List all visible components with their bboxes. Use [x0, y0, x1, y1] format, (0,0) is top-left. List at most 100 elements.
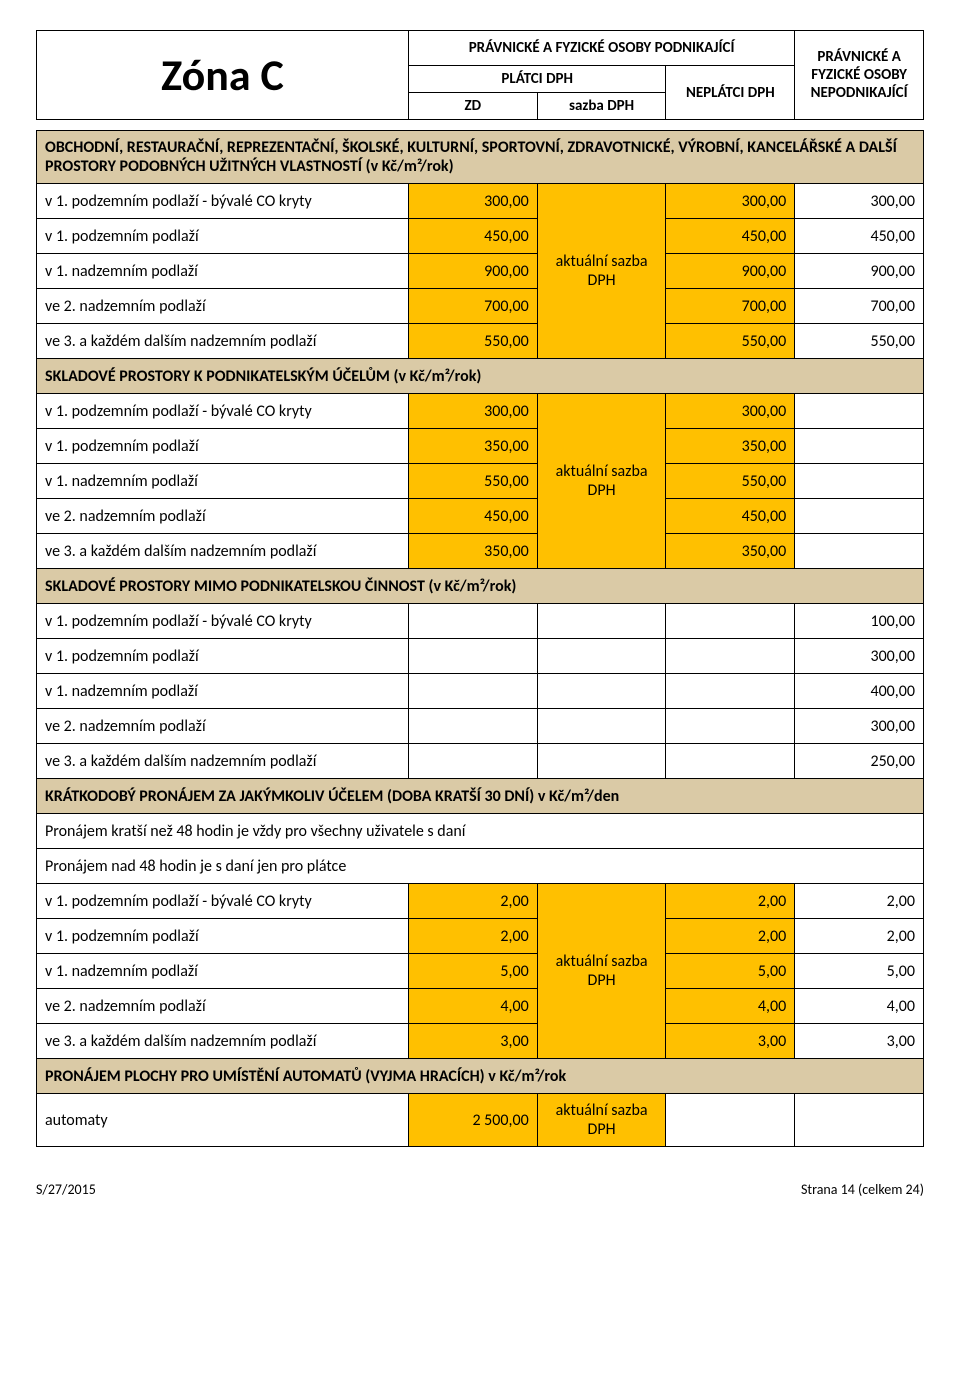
cell-neplatci: 550,00: [666, 464, 795, 499]
table-row: v 1. nadzemním podlaží 400,00: [37, 674, 924, 709]
zone-title: Zóna C: [37, 31, 409, 120]
cell-nepod: 4,00: [795, 989, 924, 1024]
cell-neplatci: 300,00: [666, 394, 795, 429]
cell-zd: 450,00: [408, 499, 537, 534]
table-row: v 1. nadzemním podlaží 900,00 900,00 900…: [37, 254, 924, 289]
section-1: OBCHODNÍ, RESTAURAČNÍ, REPREZENTAČNÍ, ŠK…: [37, 131, 924, 184]
table-row: v 1. nadzemním podlaží 550,00 550,00: [37, 464, 924, 499]
table-row: v 1. podzemním podlaží - bývalé CO kryty…: [37, 184, 924, 219]
cell-zd: 2,00: [408, 919, 537, 954]
cell-zd: 550,00: [408, 324, 537, 359]
cell-neplatci: 350,00: [666, 429, 795, 464]
cell-zd: 5,00: [408, 954, 537, 989]
cell-empty: [537, 639, 666, 674]
cell-empty: [537, 709, 666, 744]
table-row: ve 3. a každém dalším nadzemním podlaží …: [37, 534, 924, 569]
table-row: ve 3. a každém dalším nadzemním podlaží …: [37, 744, 924, 779]
cell-zd: 550,00: [408, 464, 537, 499]
row-label: v 1. nadzemním podlaží: [37, 954, 409, 989]
header-table: Zóna C PRÁVNICKÉ A FYZICKÉ OSOBY PODNIKA…: [36, 30, 924, 120]
hdr-zd: ZD: [408, 93, 537, 120]
row-label: ve 3. a každém dalším nadzemním podlaží: [37, 534, 409, 569]
tax-cell: aktuální sazba DPH: [537, 184, 666, 359]
row-label: v 1. podzemním podlaží: [37, 219, 409, 254]
row-label: v 1. podzemním podlaží: [37, 639, 409, 674]
cell-neplatci: 300,00: [666, 184, 795, 219]
table-row: v 1. nadzemním podlaží 5,00 5,00 5,00: [37, 954, 924, 989]
row-automaty: automaty: [37, 1094, 409, 1147]
tax-cell: aktuální sazba DPH: [537, 884, 666, 1059]
cell-zd: 450,00: [408, 219, 537, 254]
main-table: OBCHODNÍ, RESTAURAČNÍ, REPREZENTAČNÍ, ŠK…: [36, 130, 924, 1147]
cell-nepod: 700,00: [795, 289, 924, 324]
cell-empty: [537, 744, 666, 779]
cell-empty: [795, 1094, 924, 1147]
cell-neplatci: 900,00: [666, 254, 795, 289]
cell-zd: 300,00: [408, 184, 537, 219]
cell-nepod: 300,00: [795, 709, 924, 744]
cell-nepod: 550,00: [795, 324, 924, 359]
cell-nepod: 450,00: [795, 219, 924, 254]
table-row: v 1. podzemním podlaží - bývalé CO kryty…: [37, 604, 924, 639]
row-label: ve 3. a každém dalším nadzemním podlaží: [37, 1024, 409, 1059]
cell-empty: [537, 604, 666, 639]
table-row: ve 2. nadzemním podlaží 300,00: [37, 709, 924, 744]
cell-empty: [666, 744, 795, 779]
cell-nepod: 300,00: [795, 184, 924, 219]
cell-empty: [666, 1094, 795, 1147]
row-label: ve 2. nadzemním podlaží: [37, 709, 409, 744]
table-row: v 1. podzemním podlaží 350,00 350,00: [37, 429, 924, 464]
cell-empty: [795, 394, 924, 429]
cell-zd: 900,00: [408, 254, 537, 289]
cell-empty: [666, 604, 795, 639]
page-footer: S/27/2015 Strana 14 (celkem 24): [36, 1181, 924, 1198]
row-label: ve 2. nadzemním podlaží: [37, 989, 409, 1024]
row-label: v 1. nadzemním podlaží: [37, 254, 409, 289]
note-48h-a: Pronájem kratší než 48 hodin je vždy pro…: [37, 814, 924, 849]
row-label: v 1. nadzemním podlaží: [37, 464, 409, 499]
cell-neplatci: 550,00: [666, 324, 795, 359]
cell-empty: [795, 534, 924, 569]
cell-neplatci: 5,00: [666, 954, 795, 989]
hdr-sazba: sazba DPH: [537, 93, 666, 120]
note-48h-b: Pronájem nad 48 hodin je s daní jen pro …: [37, 849, 924, 884]
cell-nepod: 900,00: [795, 254, 924, 289]
section-2: SKLADOVÉ PROSTORY K PODNIKATELSKÝM ÚČELŮ…: [37, 359, 924, 394]
cell-zd: 700,00: [408, 289, 537, 324]
cell-empty: [666, 639, 795, 674]
cell-zd: 300,00: [408, 394, 537, 429]
row-label: v 1. podzemním podlaží - bývalé CO kryty: [37, 884, 409, 919]
cell-nepod: 250,00: [795, 744, 924, 779]
hdr-podnikajici: PRÁVNICKÉ A FYZICKÉ OSOBY PODNIKAJÍCÍ: [408, 31, 794, 66]
cell-empty: [537, 674, 666, 709]
cell-empty: [408, 744, 537, 779]
cell-zd: 3,00: [408, 1024, 537, 1059]
cell-neplatci: 4,00: [666, 989, 795, 1024]
table-row: v 1. podzemním podlaží 450,00 450,00 450…: [37, 219, 924, 254]
table-row: ve 2. nadzemním podlaží 700,00 700,00 70…: [37, 289, 924, 324]
row-label: v 1. podzemním podlaží: [37, 429, 409, 464]
cell-empty: [795, 429, 924, 464]
row-label: v 1. podzemním podlaží: [37, 919, 409, 954]
hdr-neplatci: NEPLÁTCI DPH: [666, 66, 795, 120]
cell-zd: 4,00: [408, 989, 537, 1024]
cell-neplatci: 350,00: [666, 534, 795, 569]
cell-nepod: 2,00: [795, 884, 924, 919]
tax-cell: aktuální sazba DPH: [537, 394, 666, 569]
table-row: v 1. podzemním podlaží 2,00 2,00 2,00: [37, 919, 924, 954]
cell-empty: [408, 604, 537, 639]
section-3: SKLADOVÉ PROSTORY MIMO PODNIKATELSKOU ČI…: [37, 569, 924, 604]
hdr-platci: PLÁTCI DPH: [408, 66, 666, 93]
row-label: v 1. podzemním podlaží - bývalé CO kryty: [37, 604, 409, 639]
table-row: ve 2. nadzemním podlaží 450,00 450,00: [37, 499, 924, 534]
cell-neplatci: 450,00: [666, 499, 795, 534]
cell-neplatci: 2,00: [666, 919, 795, 954]
table-row: v 1. podzemním podlaží - bývalé CO kryty…: [37, 394, 924, 429]
row-label: ve 3. a každém dalším nadzemním podlaží: [37, 324, 409, 359]
cell-neplatci: 3,00: [666, 1024, 795, 1059]
row-label: ve 3. a každém dalším nadzemním podlaží: [37, 744, 409, 779]
cell-zd: 2 500,00: [408, 1094, 537, 1147]
cell-nepod: 3,00: [795, 1024, 924, 1059]
tax-cell: aktuální sazba DPH: [537, 1094, 666, 1147]
cell-empty: [795, 499, 924, 534]
